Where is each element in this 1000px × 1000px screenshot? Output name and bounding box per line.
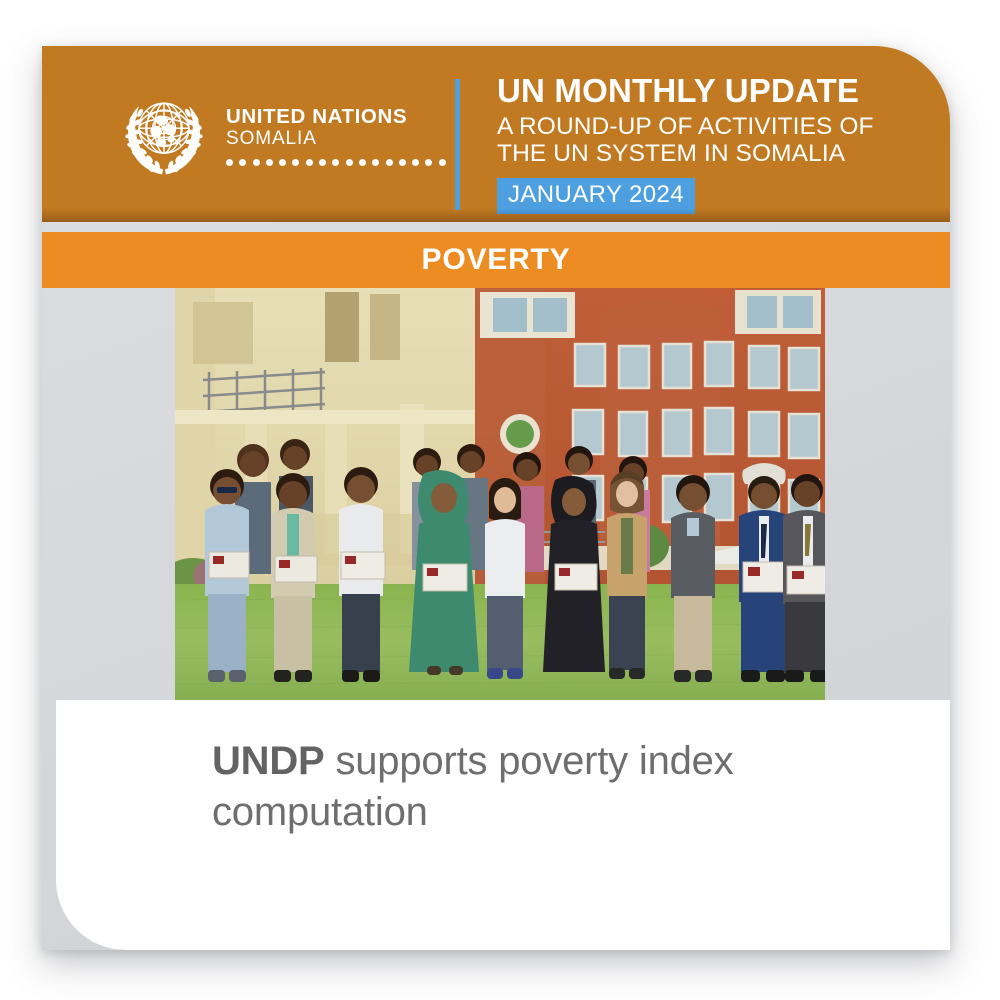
page-title: UN MONTHLY UPDATE: [497, 72, 860, 109]
masthead-divider-rule: [455, 79, 460, 210]
caption-lead: UNDP: [212, 739, 325, 783]
masthead-title-block: UN MONTHLY UPDATE A ROUND-UP OF ACTIVITI…: [497, 72, 927, 214]
dot-rule-divider: [226, 159, 446, 167]
logo-wordmark: UNITED NATIONS SOMALIA: [226, 102, 446, 167]
caption-rest: supports poverty index computation: [212, 739, 734, 835]
section-banner-label: POVERTY: [421, 243, 571, 276]
subtitle-line-1: A ROUND-UP OF ACTIVITIES OF: [497, 112, 874, 140]
section-banner: POVERTY: [42, 232, 950, 288]
feature-caption: UNDP supports poverty index computation: [212, 736, 852, 838]
organization-name: UNITED NATIONS: [226, 104, 408, 128]
subtitle-line-2: THE UN SYSTEM IN SOMALIA: [497, 140, 846, 168]
masthead: UNITED NATIONS SOMALIA UN MONTHLY UPDATE…: [42, 46, 950, 222]
caption-card: UNDP supports poverty index computation: [56, 700, 950, 950]
organization-region: SOMALIA: [226, 127, 317, 149]
un-emblem-icon: [116, 86, 212, 182]
issue-date-badge: JANUARY 2024: [497, 177, 696, 214]
publication-subtitle: A ROUND-UP OF ACTIVITIES OF THE UN SYSTE…: [497, 113, 927, 168]
feature-photo: [175, 284, 825, 700]
un-somalia-logo-lockup[interactable]: UNITED NATIONS SOMALIA: [116, 86, 446, 182]
